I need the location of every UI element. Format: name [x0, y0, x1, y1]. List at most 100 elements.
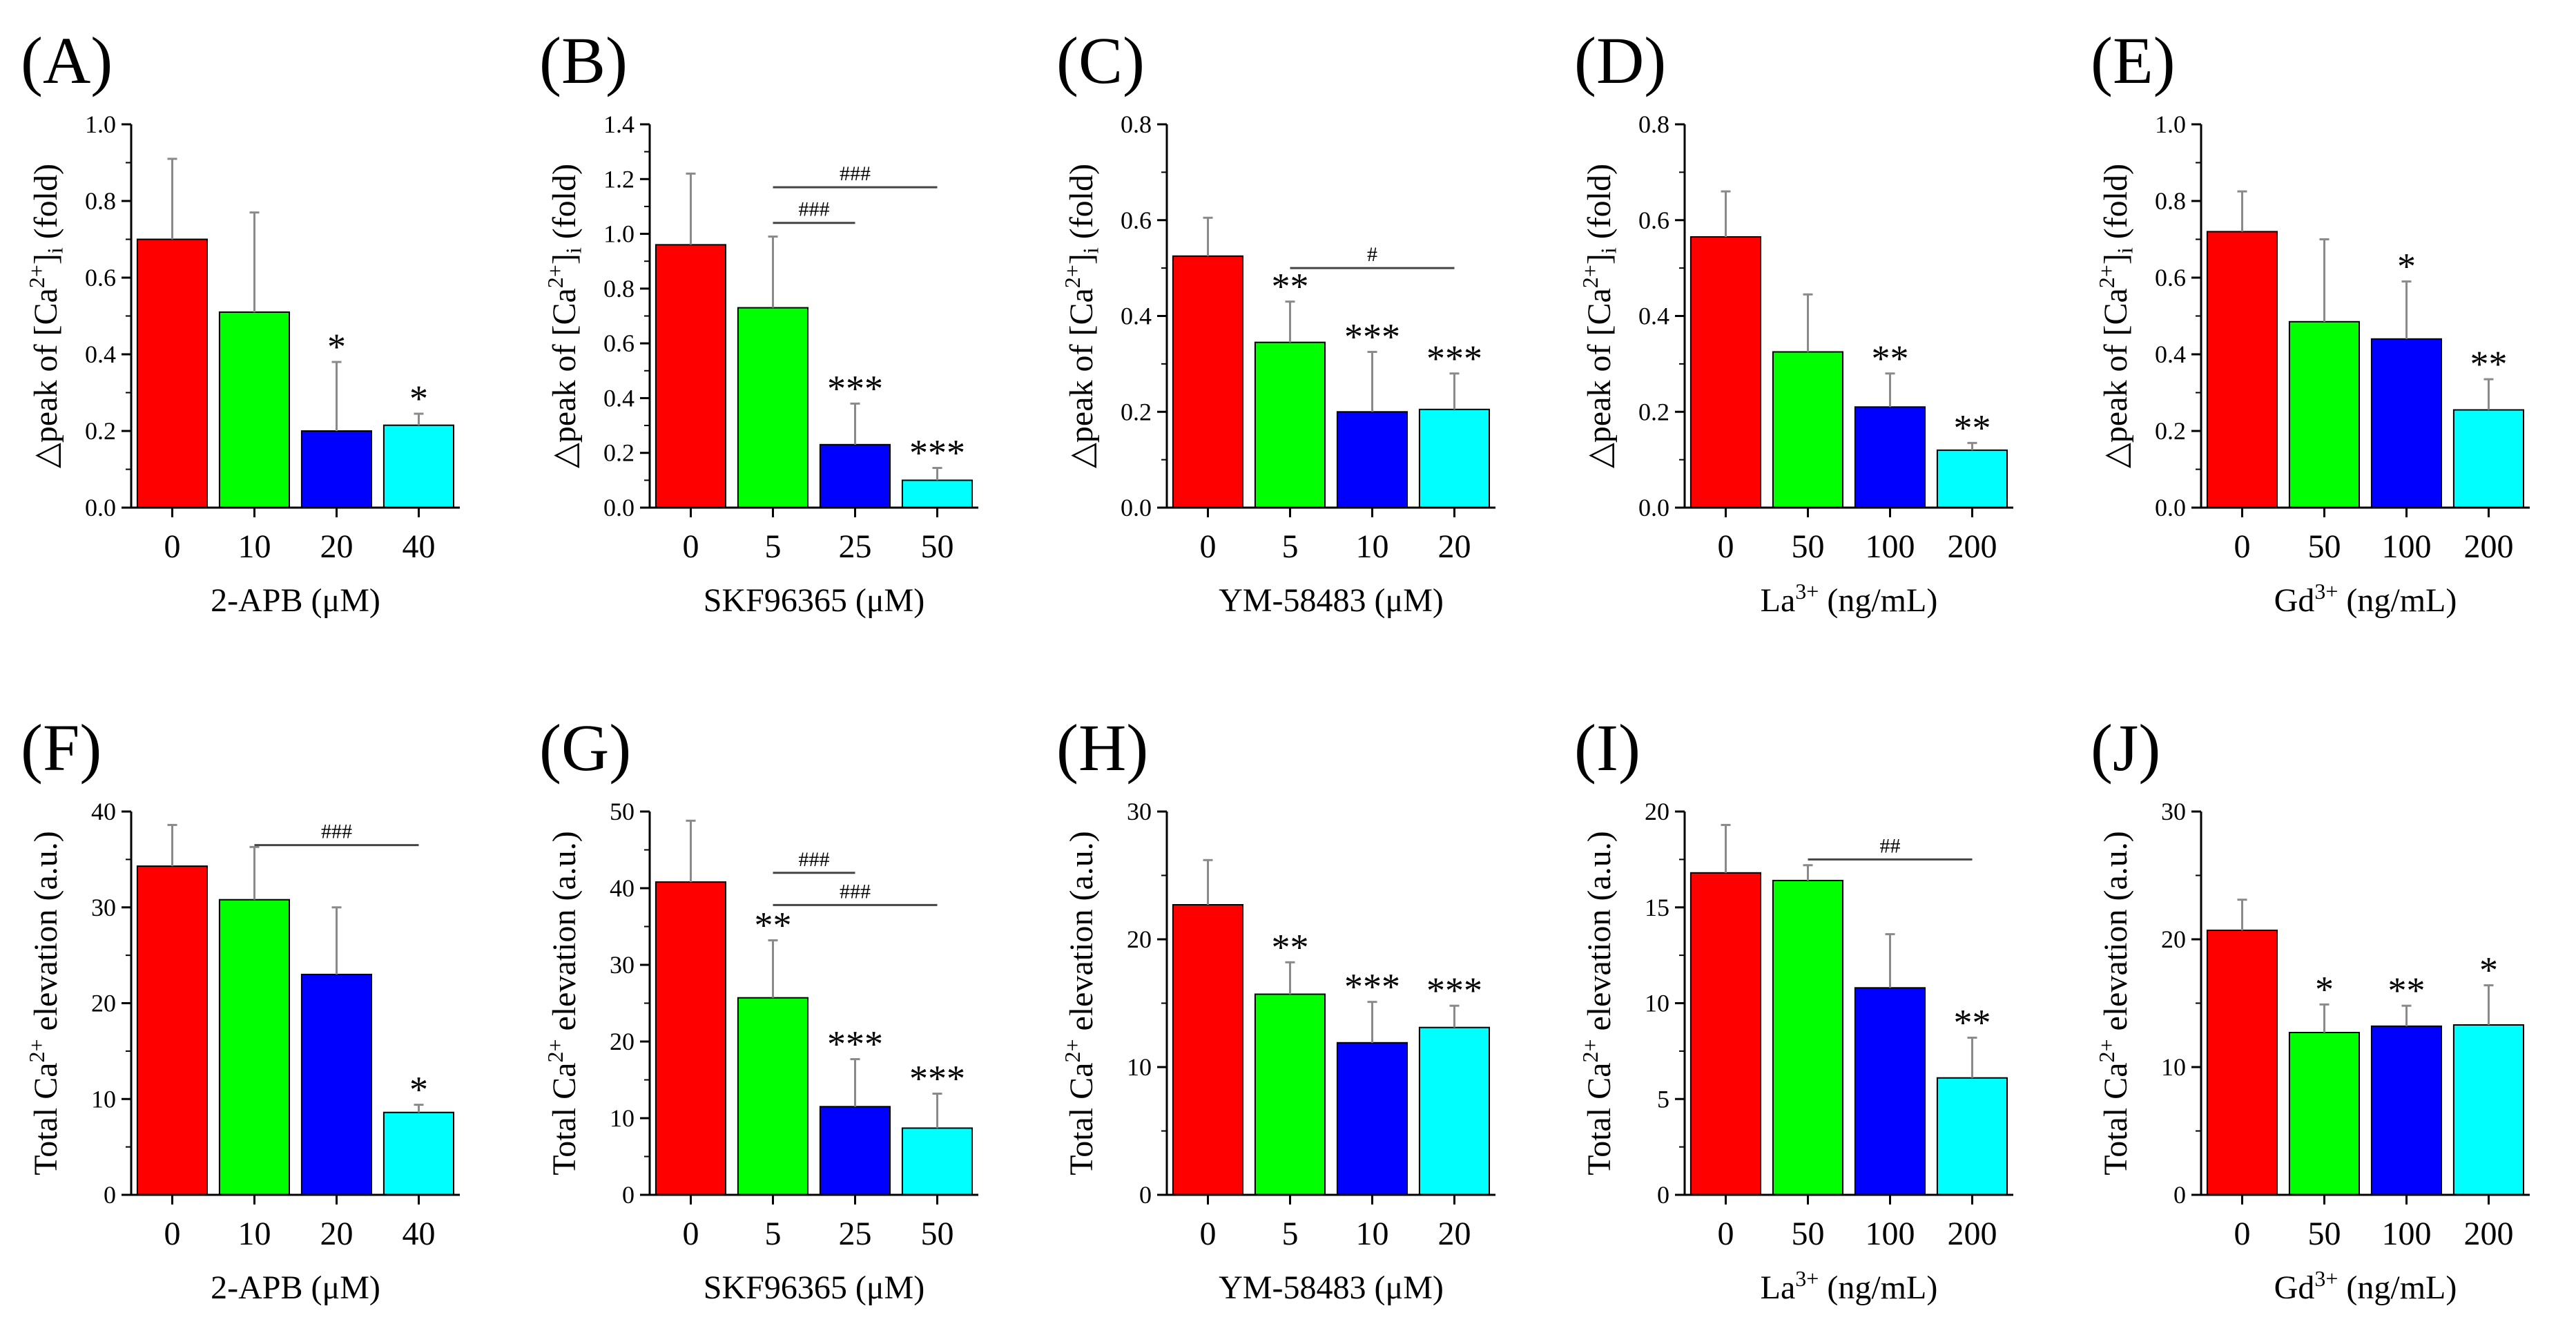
- label-part: elevation (a.u.): [2098, 831, 2134, 1039]
- bar: [1418, 408, 1490, 508]
- x-tick-label: 0: [1200, 528, 1217, 565]
- x-axis-label: SKF96365 (μM): [704, 1269, 924, 1306]
- label-part: 2+: [1578, 1039, 1602, 1062]
- y-tick-label: 0.2: [85, 417, 116, 445]
- y-axis-label: Total Ca2+ elevation (a.u.): [543, 831, 583, 1176]
- panel-label: (C): [1056, 23, 1145, 97]
- panel-label: (F): [21, 711, 101, 785]
- x-tick-label: 0: [683, 528, 699, 565]
- comparison-label: ###: [840, 880, 871, 903]
- x-tick-label: 10: [1356, 1216, 1389, 1252]
- x-tick-label: 0: [164, 1216, 181, 1252]
- y-tick-label: 0: [104, 1181, 116, 1209]
- label-part: Gd: [2274, 1269, 2315, 1306]
- x-tick-label: 50: [2308, 1216, 2341, 1252]
- label-part: ]: [1581, 253, 1618, 265]
- label-part: ]: [1063, 253, 1100, 265]
- bar: [655, 244, 727, 508]
- comparison-label: ###: [840, 162, 871, 185]
- y-axis-label: △peak of [Ca2+]i (fold): [543, 164, 586, 468]
- x-tick-label: 50: [921, 528, 954, 565]
- bar: [218, 311, 290, 508]
- label-part: (fold): [546, 164, 583, 247]
- significance-label: **: [1272, 926, 1309, 968]
- label-part: ]: [28, 253, 64, 265]
- y-tick-label: 0.8: [1638, 111, 1669, 138]
- panel-label: (E): [2091, 23, 2176, 97]
- y-tick-label: 40: [610, 874, 635, 902]
- y-tick-label: 10: [91, 1085, 116, 1113]
- y-tick-label: 0.0: [85, 494, 116, 521]
- x-tick-label: 10: [1356, 528, 1389, 565]
- bar: [737, 307, 809, 508]
- bar: [2206, 231, 2278, 508]
- label-part: La: [1761, 1269, 1796, 1306]
- x-tick-label: 50: [1792, 528, 1825, 565]
- label-part: 3+: [1795, 1266, 1819, 1291]
- significance-label: *: [409, 1069, 428, 1111]
- bar: [1854, 406, 1926, 508]
- y-tick-label: 1.4: [603, 111, 635, 138]
- label-part: Total Ca: [2098, 1062, 2134, 1175]
- x-tick-label: 20: [1438, 1216, 1471, 1252]
- bar: [1336, 1042, 1408, 1196]
- panel-label: (G): [539, 711, 631, 785]
- x-tick-label: 5: [1282, 528, 1299, 565]
- y-tick-label: 0.6: [603, 329, 635, 357]
- y-tick-label: 15: [1645, 894, 1669, 921]
- bar: [819, 443, 891, 508]
- label-part: Total Ca: [546, 1062, 583, 1175]
- x-axis-label: La3+ (ng/mL): [1761, 1266, 1938, 1306]
- x-tick-label: 0: [1200, 1216, 1217, 1252]
- x-tick-label: 25: [839, 528, 872, 565]
- y-tick-label: 1.0: [603, 220, 635, 248]
- x-tick-label: 200: [2464, 528, 2514, 565]
- y-tick-label: 0.4: [1638, 303, 1669, 330]
- y-tick-label: 0.6: [1121, 207, 1152, 234]
- label-part: (ng/mL): [1819, 582, 1937, 619]
- label-part: Total Ca: [1581, 1062, 1618, 1175]
- label-part: (fold): [1063, 164, 1100, 247]
- bar: [1854, 987, 1926, 1196]
- y-tick-label: 1.0: [2155, 111, 2186, 138]
- y-tick-label: 0: [622, 1181, 635, 1209]
- y-tick-label: 0.0: [603, 494, 635, 521]
- panel-d: (D) 0 50 ** 100 ** 200 0.0 0.2 0.4 0.6 0.8 △peak of …: [1574, 23, 2013, 619]
- y-tick-label: 30: [2161, 798, 2186, 825]
- label-part: 2+: [543, 265, 568, 288]
- y-tick-label: 0.8: [603, 275, 635, 303]
- bar: [655, 881, 727, 1196]
- x-tick-label: 0: [2234, 1216, 2251, 1252]
- x-tick-label: 200: [1948, 1216, 1997, 1252]
- y-tick-label: 0.4: [603, 384, 635, 412]
- x-tick-label: 50: [1792, 1216, 1825, 1252]
- significance-label: ***: [827, 1024, 883, 1065]
- label-part: 3+: [2314, 579, 2338, 604]
- significance-label: ***: [827, 367, 883, 409]
- y-tick-label: 10: [1645, 990, 1669, 1017]
- x-tick-label: 40: [403, 528, 436, 565]
- y-axis-label: △peak of [Ca2+]i (fold): [1060, 164, 1103, 468]
- x-tick-label: 200: [2464, 1216, 2514, 1252]
- significance-label: **: [1872, 338, 1909, 379]
- label-part: 3+: [1795, 579, 1819, 604]
- label-part: 3+: [2314, 1266, 2338, 1291]
- panel-f: (F) 0 10 20 * 40 ### 0 10 20 30 40 Total Ca2+ elevat…: [21, 711, 460, 1306]
- x-tick-label: 10: [238, 1216, 271, 1252]
- x-tick-label: 20: [320, 1216, 354, 1252]
- bar: [1772, 879, 1843, 1196]
- y-tick-label: 0.2: [1121, 398, 1152, 425]
- label-part: 2+: [1060, 265, 1085, 288]
- y-tick-label: 0: [1139, 1181, 1152, 1209]
- label-part: i: [1596, 247, 1621, 253]
- label-part: △peak of [Ca: [1581, 288, 1618, 468]
- bar: [1254, 993, 1326, 1196]
- y-tick-label: 0.8: [2155, 187, 2186, 215]
- significance-label: **: [2470, 343, 2508, 385]
- x-tick-label: 40: [403, 1216, 436, 1252]
- y-axis-label: △peak of [Ca2+]i (fold): [1578, 164, 1621, 468]
- label-part: elevation (a.u.): [28, 831, 64, 1039]
- panel-label: (A): [21, 23, 113, 97]
- x-tick-label: 5: [765, 528, 782, 565]
- panel-label: (H): [1056, 711, 1148, 785]
